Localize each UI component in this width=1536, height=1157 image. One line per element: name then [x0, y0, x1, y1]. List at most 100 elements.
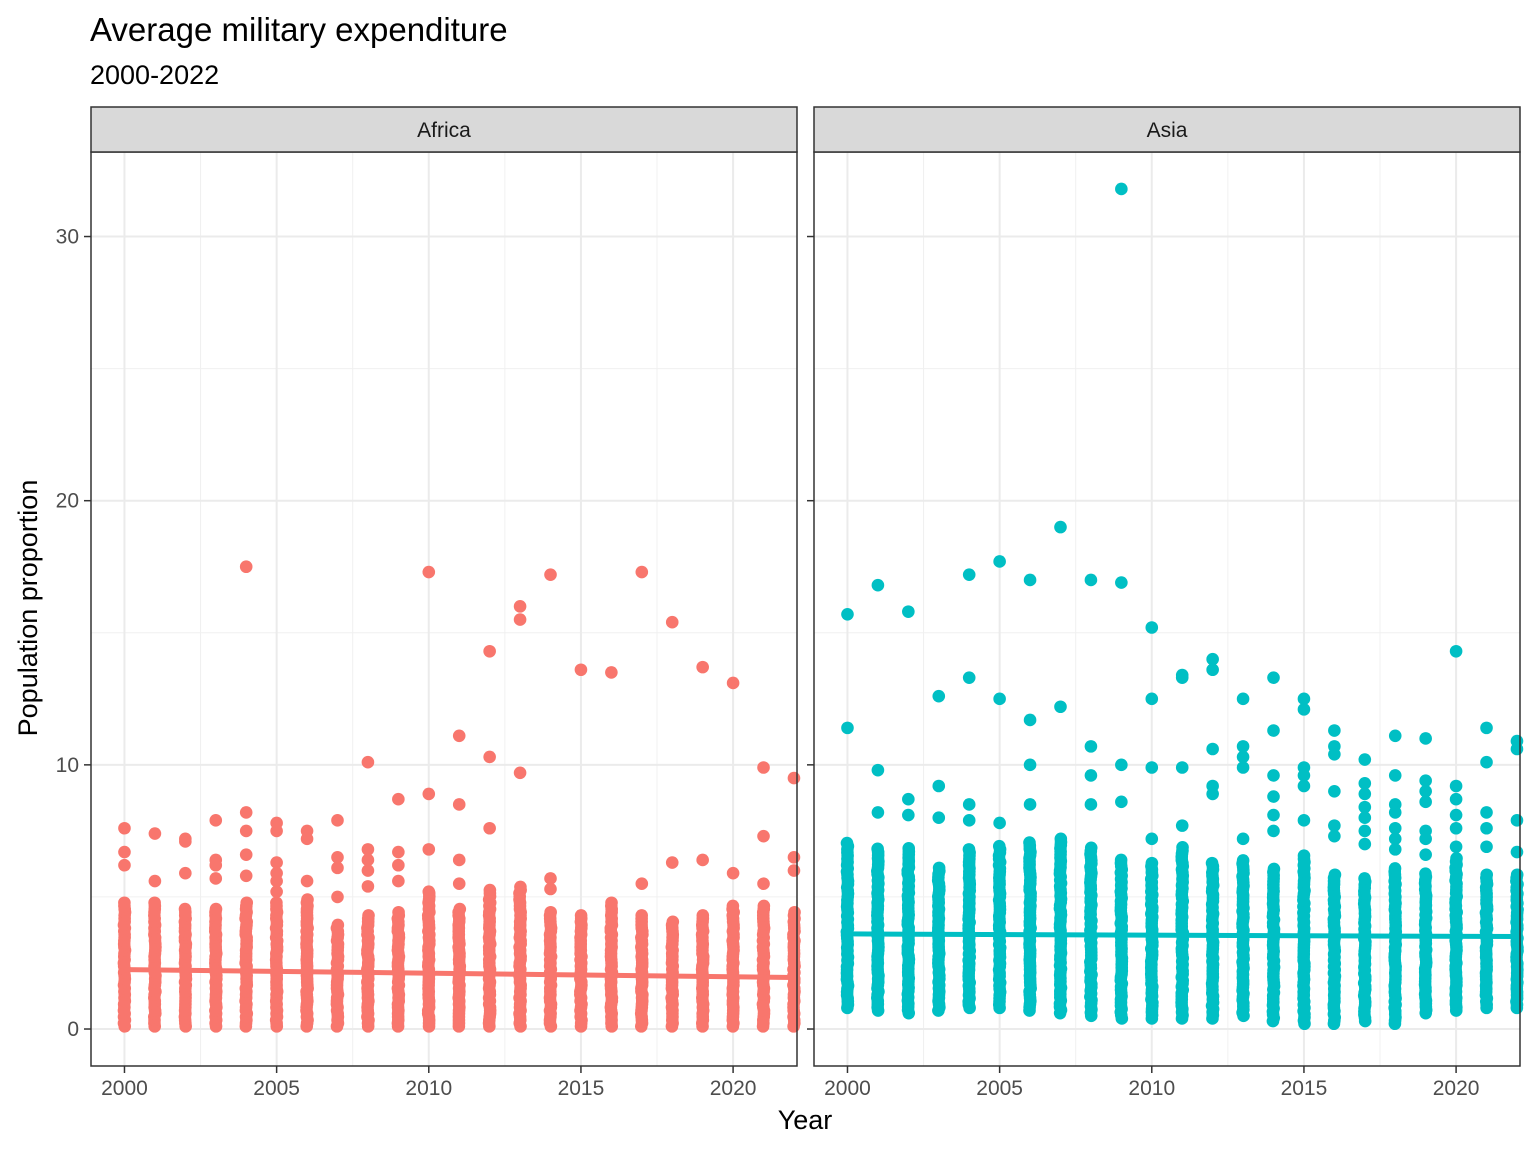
data-point — [270, 824, 283, 838]
x-tick-label: 2000 — [101, 1077, 148, 1100]
data-point — [209, 814, 223, 827]
data-point — [574, 909, 588, 922]
data-point — [902, 792, 915, 806]
data-point — [902, 605, 915, 618]
facet-strip-label: Africa — [417, 119, 471, 142]
data-point — [1206, 663, 1219, 677]
data-point — [1236, 750, 1250, 764]
data-point — [331, 861, 344, 875]
data-point — [513, 600, 527, 613]
chart-subtitle: 2000-2022 — [90, 60, 219, 90]
data-point — [902, 842, 916, 855]
data-point — [1054, 520, 1067, 534]
data-point — [361, 864, 375, 877]
x-axis: 2000 2005 2010 2015 2020 — [101, 1066, 756, 1100]
data-point — [1084, 798, 1098, 811]
data-point — [331, 890, 344, 904]
data-point — [1510, 814, 1524, 827]
x-tick-label: 2010 — [405, 1077, 452, 1100]
data-point — [696, 660, 709, 674]
data-point — [871, 842, 884, 856]
data-point — [787, 851, 801, 864]
data-point — [1328, 829, 1341, 843]
data-point — [422, 787, 436, 801]
data-point — [1449, 840, 1463, 854]
data-point — [788, 905, 801, 919]
data-point — [1267, 808, 1280, 822]
data-point — [1267, 824, 1280, 838]
data-point — [1175, 761, 1189, 774]
data-point — [452, 877, 466, 891]
data-point — [118, 821, 131, 835]
data-point — [392, 874, 405, 888]
data-point — [962, 671, 976, 684]
data-point — [392, 792, 405, 806]
data-point — [1328, 724, 1341, 737]
x-tick-label: 2010 — [1128, 1077, 1175, 1100]
data-point — [452, 853, 466, 867]
data-point — [1115, 182, 1128, 196]
data-point — [148, 896, 161, 910]
data-point — [993, 816, 1006, 830]
x-tick-label: 2020 — [1433, 1077, 1480, 1100]
data-point — [1449, 779, 1463, 793]
data-point — [422, 565, 436, 579]
data-point — [1358, 837, 1372, 851]
data-point — [422, 885, 436, 898]
data-point — [239, 560, 253, 574]
data-point — [696, 909, 710, 922]
data-point — [270, 874, 283, 888]
data-point — [362, 909, 375, 922]
data-point — [635, 877, 649, 891]
data-point — [962, 843, 976, 856]
x-tick-label: 2020 — [710, 1077, 757, 1100]
data-point — [1297, 703, 1311, 716]
data-point — [1358, 787, 1372, 801]
data-point — [1449, 808, 1463, 822]
data-point — [1084, 740, 1098, 753]
data-point — [514, 880, 527, 894]
data-point — [452, 729, 466, 743]
data-point — [1145, 856, 1159, 870]
x-tick-label: 2015 — [1281, 1077, 1328, 1100]
data-point — [239, 806, 253, 819]
data-point — [209, 872, 223, 885]
data-point — [1054, 832, 1068, 846]
data-point — [452, 798, 466, 811]
data-point — [932, 811, 946, 824]
data-point — [1297, 779, 1311, 793]
data-point — [1145, 692, 1159, 706]
data-point — [1480, 821, 1493, 835]
data-point — [1419, 784, 1432, 798]
plot-background — [814, 152, 1520, 1066]
data-point — [1206, 787, 1219, 801]
data-point — [1297, 814, 1311, 827]
data-point — [1358, 800, 1372, 814]
facet-strip — [90, 106, 798, 153]
data-point — [1267, 671, 1280, 684]
data-point — [453, 902, 467, 916]
data-point — [1419, 795, 1432, 809]
data-point — [178, 902, 192, 916]
data-point — [118, 845, 131, 859]
data-point — [1267, 724, 1280, 737]
data-point — [513, 766, 527, 780]
data-point — [209, 858, 223, 872]
data-point — [240, 896, 254, 910]
data-point — [1419, 848, 1432, 861]
data-point — [392, 845, 405, 859]
data-point — [331, 814, 344, 827]
y-axis — [807, 235, 814, 1030]
data-point — [1297, 692, 1311, 706]
data-point — [1205, 856, 1219, 870]
data-point — [1328, 868, 1342, 882]
data-point — [726, 899, 740, 913]
data-point — [665, 856, 679, 869]
data-point — [871, 763, 885, 777]
data-point — [871, 806, 885, 819]
data-point — [1236, 854, 1250, 867]
data-point — [1023, 836, 1036, 849]
data-point — [1084, 573, 1098, 587]
data-point — [1175, 819, 1189, 832]
